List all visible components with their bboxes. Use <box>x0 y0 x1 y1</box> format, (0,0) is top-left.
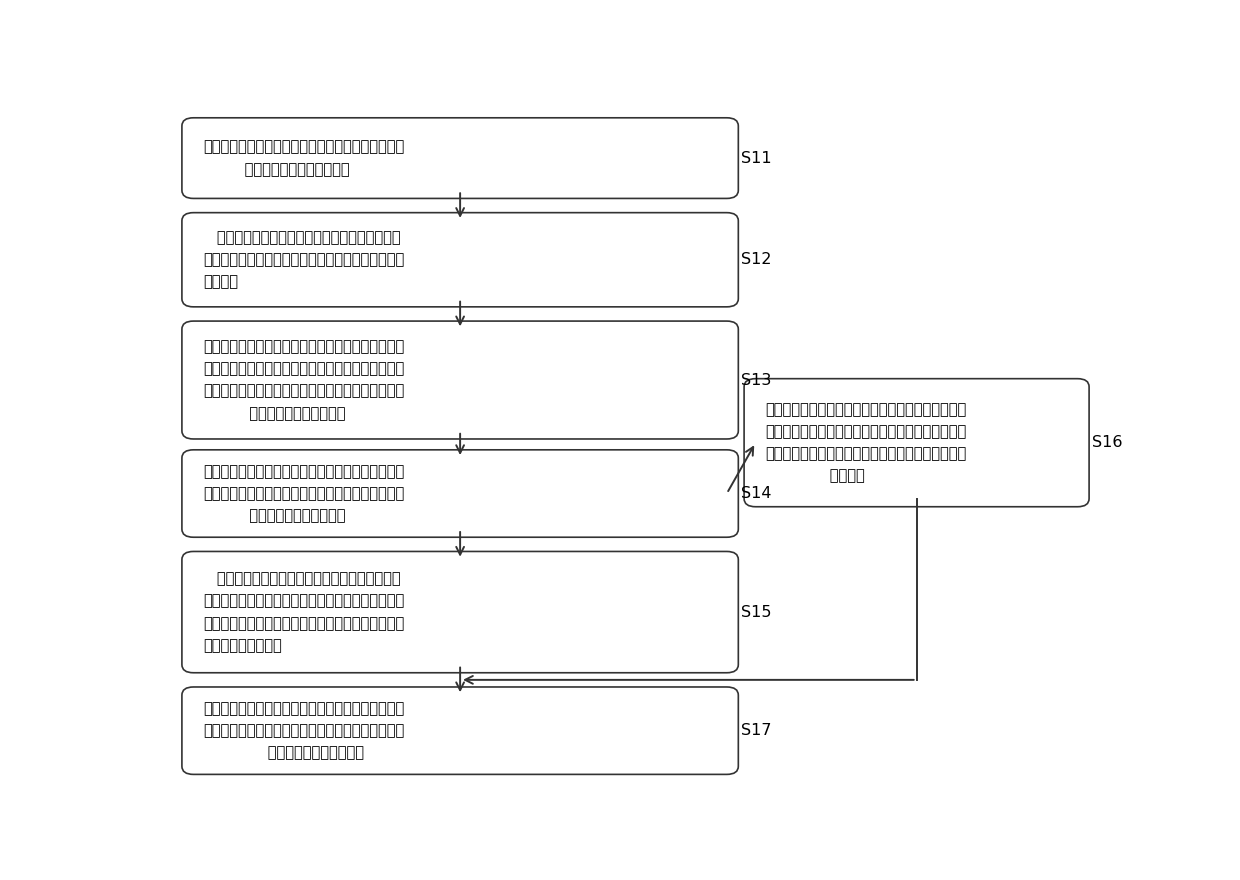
Text: S17: S17 <box>742 723 771 738</box>
FancyBboxPatch shape <box>182 450 738 537</box>
Text: 将所述与已知构造油藏相叠合的断层岩性圈闭进
行油水界面分析，识别出油水界面达到已知构造油藏
溢出点的断层岩性圈闭，并将该断层岩性圈闭作为进
一步优选的岩性圈闭: 将所述与已知构造油藏相叠合的断层岩性圈闭进 行油水界面分析，识别出油水界面达到已… <box>203 571 404 653</box>
Text: S15: S15 <box>742 605 771 620</box>
FancyBboxPatch shape <box>744 378 1089 507</box>
Text: S14: S14 <box>742 486 771 501</box>
Text: S16: S16 <box>1092 436 1122 451</box>
FancyBboxPatch shape <box>182 552 738 672</box>
Text: 将所述初步优选岩性圈闭与所述构造图进行叠合，获
得与已知构造油藏相叠合的断层岩性圈闭或已知构造
          油藏周边的断层岩性圈闭: 将所述初步优选岩性圈闭与所述构造图进行叠合，获 得与已知构造油藏相叠合的断层岩性… <box>203 464 404 524</box>
Text: 确定所述已知构造油藏周边的断层岩性圈闭的油气充
注程度，并从中识别出油气充注程度相对较高的断层
岩性圈闭，将识别出的断层岩性圈闭作为进一步优选
        : 确定所述已知构造油藏周边的断层岩性圈闭的油气充 注程度，并从中识别出油气充注程度… <box>765 402 966 483</box>
Text: 基于获取的所述目的层的层位信息、断裂信息，
选取特定敏感参数进行目的层岩性反演，识别出初始
岩性圈闭: 基于获取的所述目的层的层位信息、断裂信息， 选取特定敏感参数进行目的层岩性反演，… <box>203 230 404 290</box>
Text: S13: S13 <box>742 372 771 387</box>
FancyBboxPatch shape <box>182 118 738 198</box>
FancyBboxPatch shape <box>182 687 738 774</box>
Text: S11: S11 <box>742 150 771 165</box>
Text: 通过开展叠后地震资料数据体解释，获取目的层的层
         位信息、断裂信息及构造图: 通过开展叠后地震资料数据体解释，获取目的层的层 位信息、断裂信息及构造图 <box>203 140 404 177</box>
Text: S12: S12 <box>742 253 771 268</box>
Text: 利用蒙特卡洛概率体积法对所述进一步优选的岩性圈
闭进行资源量计算和烃类检测；基于所述计算和检测
              结果，确定远源岩性圈闭: 利用蒙特卡洛概率体积法对所述进一步优选的岩性圈 闭进行资源量计算和烃类检测；基于… <box>203 701 404 760</box>
Text: 开展有效烃源岩展布范围和油源断裂分析，并将分析
结果与所述初始岩性圈闭相叠合确定由油源断裂控制
的断层岩性圈闭，所述由油源断裂控制的断层岩性圈
        : 开展有效烃源岩展布范围和油源断裂分析，并将分析 结果与所述初始岩性圈闭相叠合确定… <box>203 339 404 421</box>
FancyBboxPatch shape <box>182 213 738 307</box>
FancyBboxPatch shape <box>182 321 738 439</box>
